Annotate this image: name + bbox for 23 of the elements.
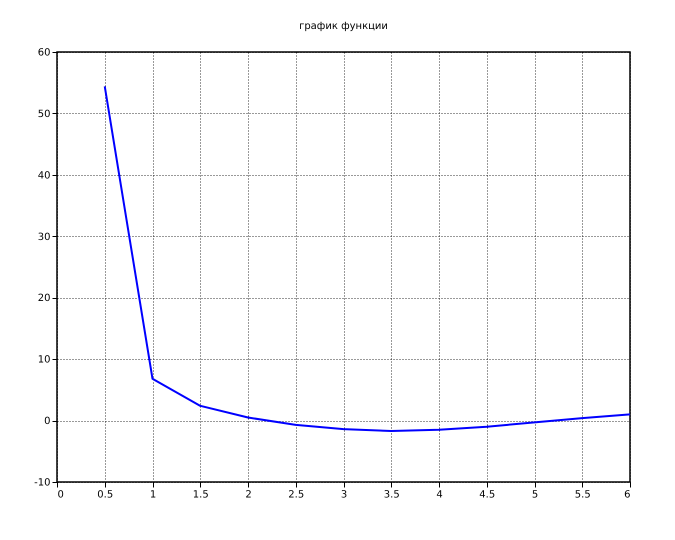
y-tick-label: 50 [38,108,50,120]
chart-title: график функции [299,21,388,32]
x-tick-label: 4 [436,490,443,500]
line-series [104,85,631,432]
x-tick-label: 5.5 [574,490,591,500]
x-tick-label: 3 [340,490,348,500]
x-tick-label: 1 [150,490,156,500]
x-tick-label: 0 [58,490,64,500]
y-tick-label: 0 [44,416,50,428]
x-tick-label: 2 [245,490,252,500]
y-tick-label: 40 [38,170,50,182]
x-tick-label: 3.5 [384,490,400,500]
x-tick-label: 5 [532,490,538,500]
x-tick-label: 2.5 [288,490,304,500]
y-tick-label: 30 [38,232,50,243]
y-tick-label: -10 [34,478,50,488]
y-tick-label: 10 [38,354,50,366]
x-tick-label: 4.5 [479,490,496,500]
x-tick-label: 1.5 [192,490,209,500]
x-tick-label: 6 [624,490,630,500]
y-tick-label: 60 [38,48,50,58]
y-tick-label: 20 [38,293,50,304]
x-tick-label: 0.5 [97,490,114,500]
